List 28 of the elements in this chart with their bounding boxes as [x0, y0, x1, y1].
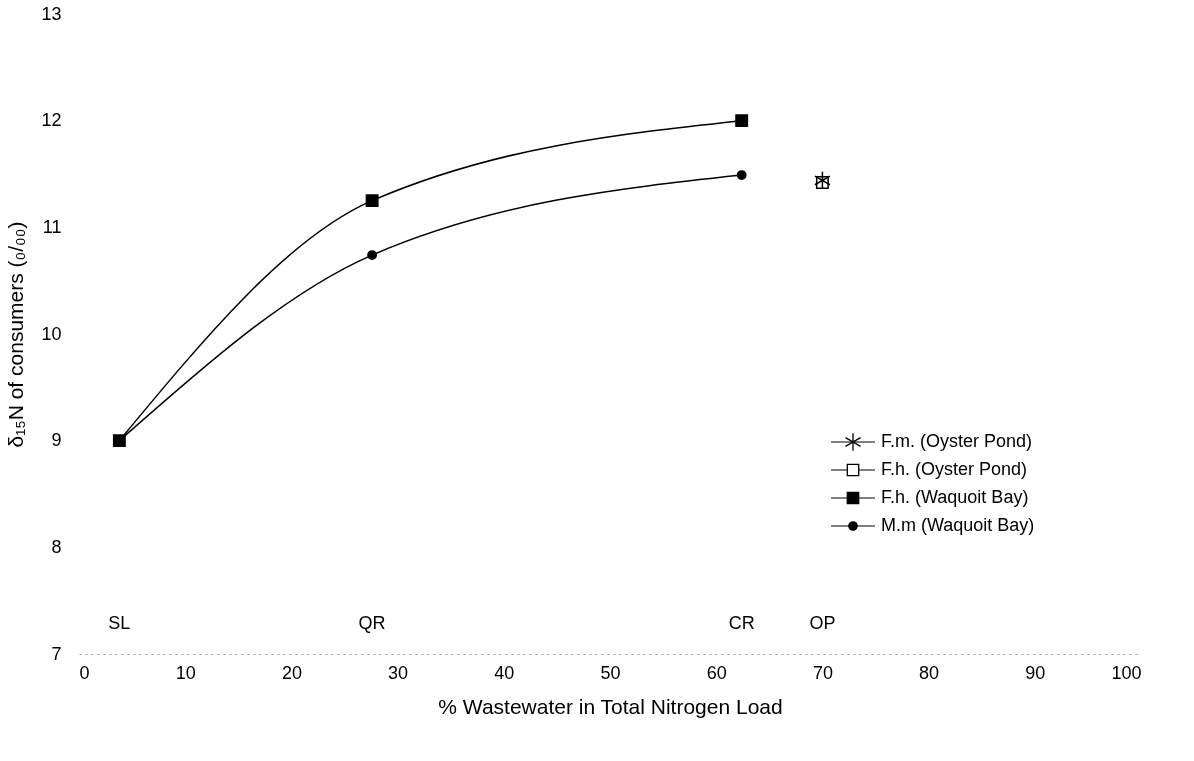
- y-tick-label: 10: [41, 323, 62, 344]
- annotation: CR: [728, 613, 755, 633]
- legend-label: F.h. (Oyster Pond): [881, 459, 1028, 479]
- y-tick-label: 8: [51, 536, 62, 557]
- x-axis-title: % Wastewater in Total Nitrogen Load: [438, 694, 783, 718]
- y-tick-label: 9: [51, 430, 62, 451]
- x-tick-label: 40: [494, 662, 515, 683]
- legend-label: M.m (Waquoit Bay): [881, 515, 1035, 535]
- annotation: SL: [108, 613, 131, 633]
- x-tick-label: 90: [1025, 662, 1046, 683]
- x-tick-label: 60: [706, 662, 727, 683]
- x-tick-label: 20: [281, 662, 302, 683]
- y-tick-label: 13: [41, 3, 62, 24]
- x-tick-label: 50: [600, 662, 621, 683]
- annotation: OP: [809, 613, 836, 633]
- x-tick-label: 70: [812, 662, 833, 683]
- x-tick-label: 0: [79, 662, 90, 683]
- x-tick-label: 80: [919, 662, 940, 683]
- legend-label: F.m. (Oyster Pond): [881, 431, 1033, 451]
- y-tick-label: 12: [41, 110, 62, 131]
- annotation: QR: [358, 613, 386, 633]
- x-tick-label: 100: [1111, 662, 1142, 683]
- y-tick-label: 7: [51, 643, 62, 664]
- x-tick-label: 10: [175, 662, 196, 683]
- legend-label: F.h. (Waquoit Bay): [881, 487, 1029, 507]
- x-tick-label: 30: [388, 662, 409, 683]
- y-axis-title: δ₁₅N of consumers (₀/₀₀): [4, 221, 28, 448]
- y-tick-label: 11: [42, 216, 62, 237]
